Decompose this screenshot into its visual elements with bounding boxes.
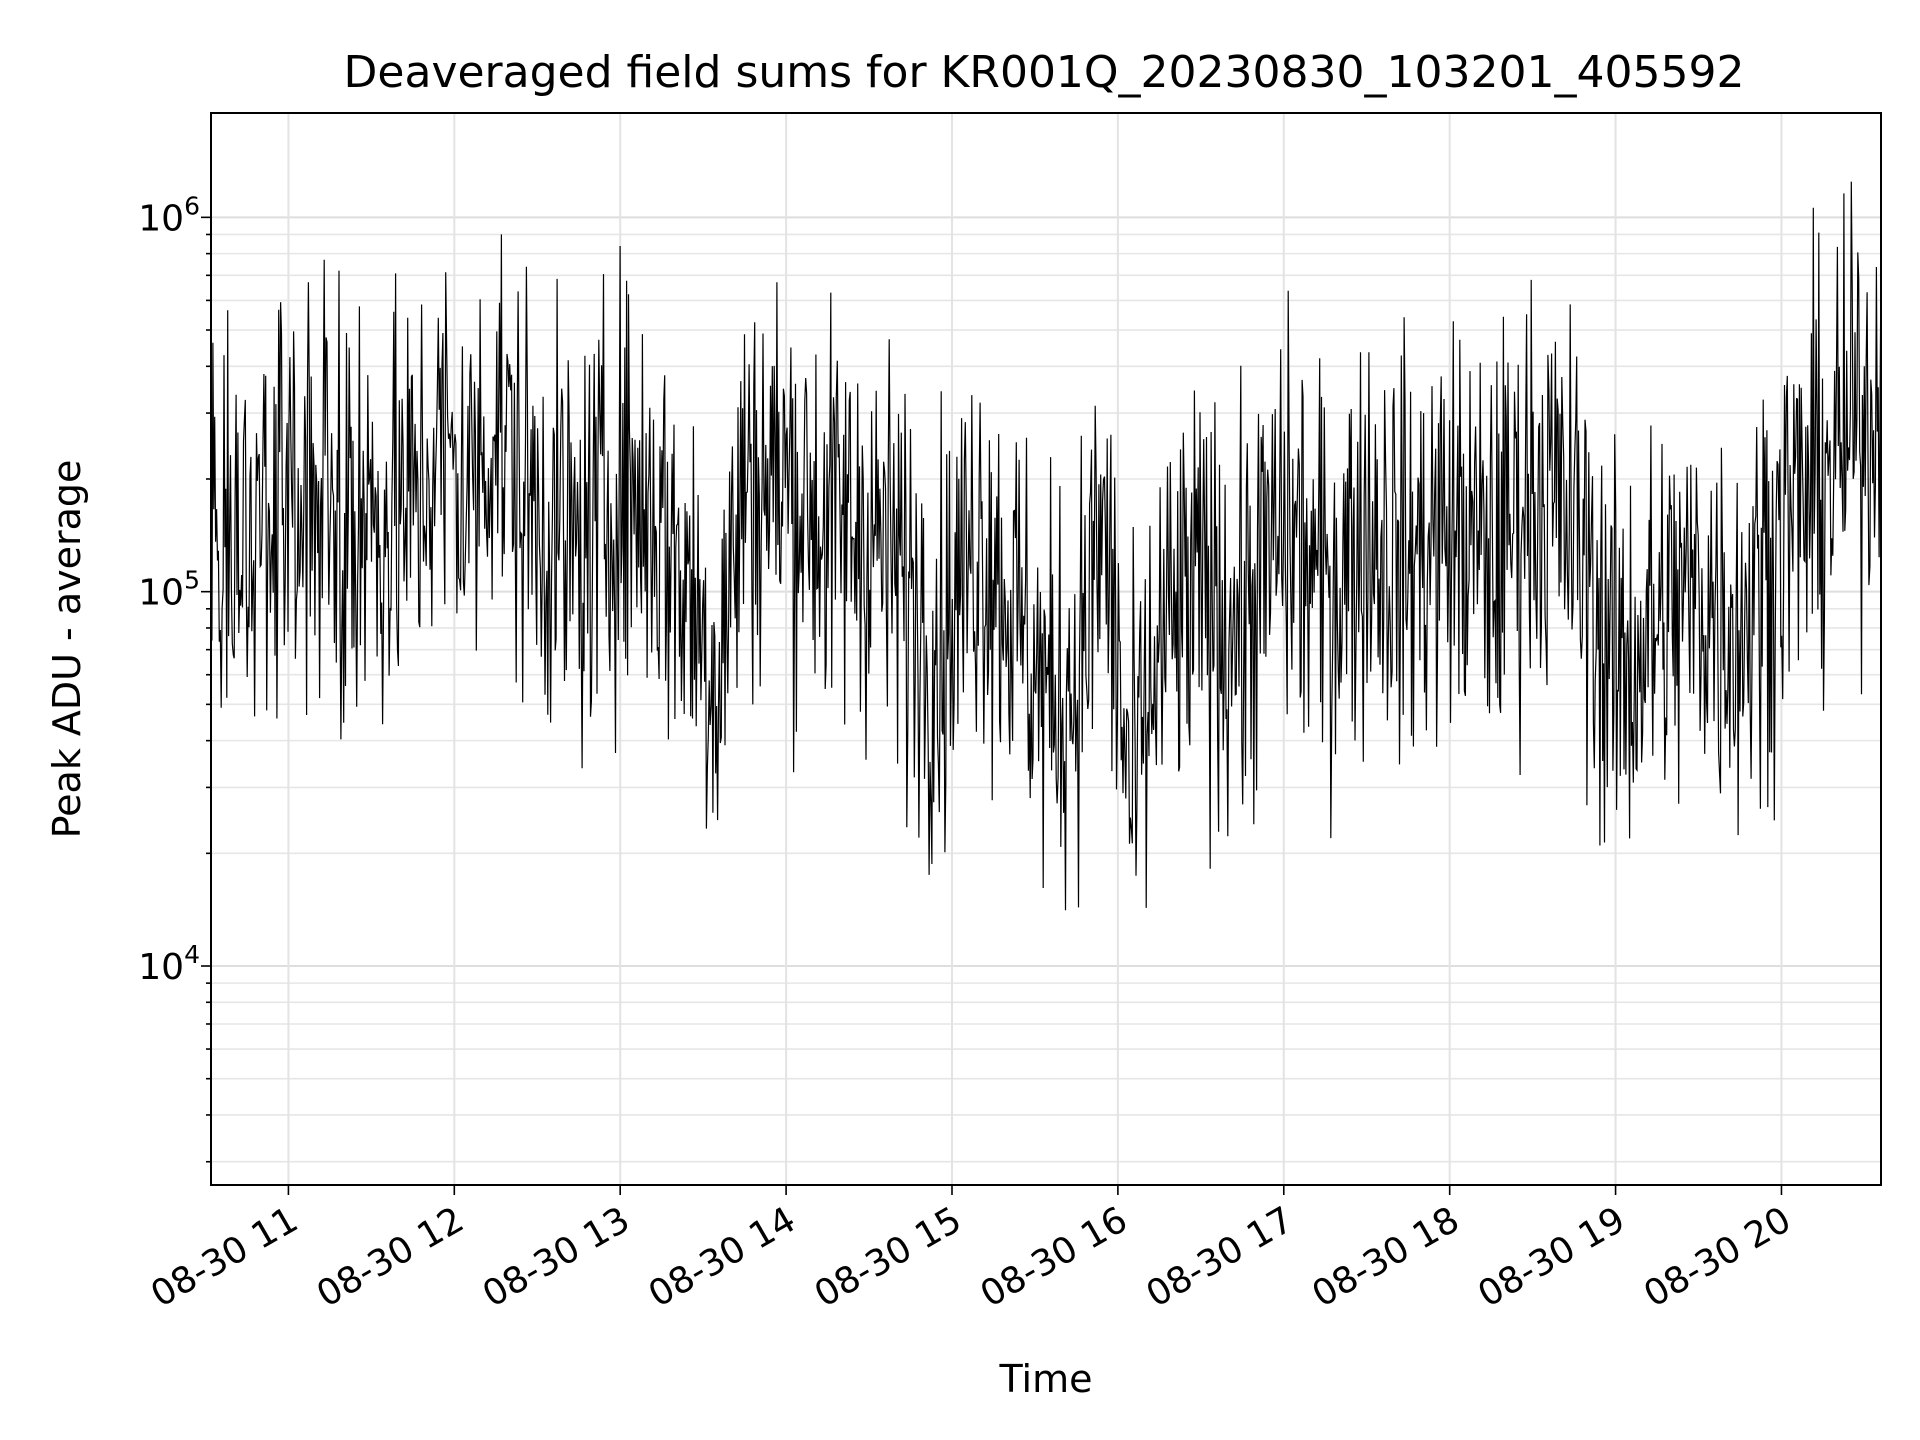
y-tick-label-base: 10 (138, 573, 184, 614)
x-axis-label: Time (999, 1357, 1093, 1401)
y-tick-label-exponent: 5 (184, 566, 200, 595)
y-tick-label-exponent: 4 (184, 940, 200, 969)
series-line (211, 181, 1881, 911)
y-tick-label-base: 10 (138, 198, 184, 239)
y-tick-label: 104 (138, 940, 200, 988)
chart-title: Deaveraged field sums for KR001Q_2023083… (344, 47, 1745, 98)
y-tick-label-base: 10 (138, 947, 184, 988)
y-axis-label: Peak ADU - average (45, 460, 89, 839)
plot-area (211, 181, 1881, 911)
y-tick-label-exponent: 6 (184, 191, 200, 220)
y-tick-label: 105 (138, 566, 200, 614)
y-tick-label: 106 (138, 191, 200, 239)
